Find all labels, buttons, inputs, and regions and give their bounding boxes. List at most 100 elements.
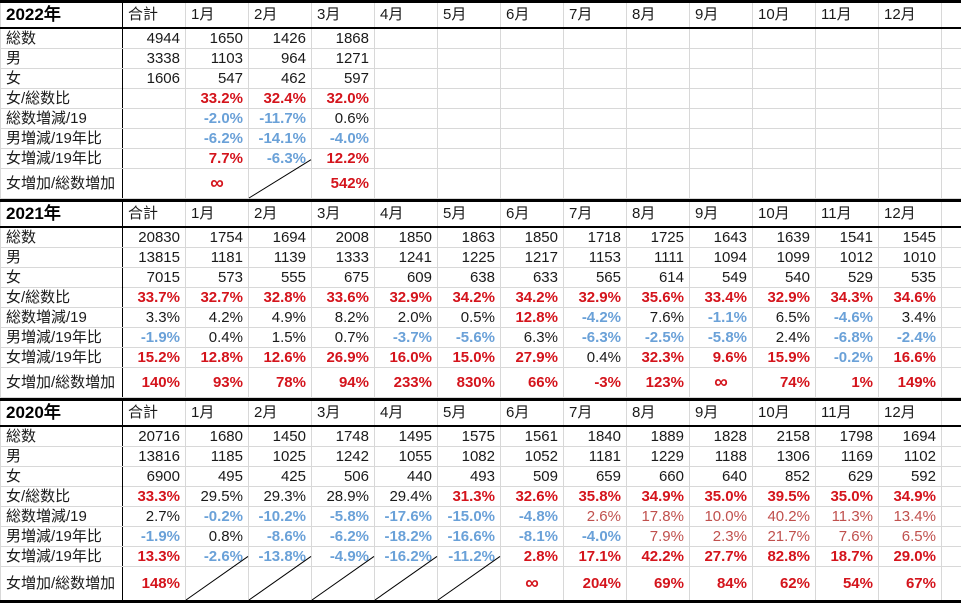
data-cell[interactable]: 27.9% (500, 347, 564, 368)
data-cell[interactable]: 1680 (185, 425, 249, 447)
data-cell[interactable] (815, 148, 879, 169)
data-cell[interactable]: -4.2% (563, 307, 627, 328)
data-cell[interactable]: -15.0% (437, 506, 501, 527)
data-cell[interactable]: 1052 (500, 446, 564, 467)
data-cell[interactable] (374, 48, 438, 69)
data-cell[interactable] (437, 48, 501, 69)
data-cell[interactable]: 1606 (122, 68, 186, 89)
data-cell[interactable]: 13.4% (878, 506, 942, 527)
data-cell[interactable]: 20830 (122, 226, 186, 248)
data-cell[interactable]: 1718 (563, 226, 627, 248)
data-cell[interactable]: -10.2% (248, 506, 312, 527)
data-cell[interactable]: 35.8% (563, 486, 627, 507)
data-cell[interactable]: ∞ (689, 367, 753, 398)
data-cell[interactable]: -8.6% (248, 526, 312, 547)
data-cell[interactable]: 555 (248, 267, 312, 288)
data-cell[interactable]: 6900 (122, 466, 186, 487)
data-cell[interactable]: -1.9% (122, 526, 186, 547)
column-header[interactable]: 2月 (248, 200, 312, 228)
data-cell[interactable]: ∞ (185, 168, 249, 199)
data-cell[interactable] (563, 27, 627, 49)
data-cell[interactable] (752, 148, 816, 169)
data-cell[interactable]: 495 (185, 466, 249, 487)
data-cell[interactable]: -0.2% (185, 506, 249, 527)
data-cell[interactable]: 640 (689, 466, 753, 487)
column-header[interactable]: 4月 (374, 200, 438, 228)
data-cell[interactable]: 0.6% (311, 108, 375, 129)
data-cell[interactable] (374, 128, 438, 149)
data-cell[interactable]: 1748 (311, 425, 375, 447)
data-cell[interactable] (248, 169, 312, 199)
data-cell[interactable]: 13815 (122, 247, 186, 268)
data-cell[interactable]: 11.3% (815, 506, 879, 527)
data-cell[interactable] (437, 27, 501, 49)
data-cell[interactable]: -6.8% (815, 327, 879, 348)
data-cell[interactable]: 2.0% (374, 307, 438, 328)
data-cell[interactable]: 565 (563, 267, 627, 288)
data-cell[interactable]: 1229 (626, 446, 690, 467)
data-cell[interactable] (626, 108, 690, 129)
data-cell[interactable]: 1694 (248, 226, 312, 248)
column-header[interactable]: 12月 (878, 399, 942, 427)
data-cell[interactable]: 34.9% (626, 486, 690, 507)
column-header[interactable]: 9月 (689, 200, 753, 228)
data-cell[interactable]: 82.8% (752, 546, 816, 567)
data-cell[interactable]: 425 (248, 466, 312, 487)
data-cell[interactable]: 609 (374, 267, 438, 288)
data-cell[interactable]: 32.0% (311, 88, 375, 109)
data-cell[interactable]: 29.3% (248, 486, 312, 507)
data-cell[interactable]: 1426 (248, 27, 312, 49)
data-cell[interactable]: 1099 (752, 247, 816, 268)
data-cell[interactable]: 1055 (374, 446, 438, 467)
column-header[interactable]: 11月 (815, 399, 879, 427)
data-cell[interactable]: 633 (500, 267, 564, 288)
data-cell[interactable] (752, 108, 816, 129)
column-header[interactable]: 12月 (878, 200, 942, 228)
data-cell[interactable]: 1153 (563, 247, 627, 268)
data-cell[interactable]: 493 (437, 466, 501, 487)
data-cell[interactable] (374, 68, 438, 89)
data-cell[interactable]: 26.9% (311, 347, 375, 368)
data-cell[interactable]: 1840 (563, 425, 627, 447)
data-cell[interactable]: 32.9% (752, 287, 816, 308)
data-cell[interactable]: 1333 (311, 247, 375, 268)
data-cell[interactable]: -2.4% (878, 327, 942, 348)
data-cell[interactable] (815, 48, 879, 69)
data-cell[interactable]: 27.7% (689, 546, 753, 567)
data-cell[interactable]: -5.6% (437, 327, 501, 348)
data-cell[interactable]: 1.5% (248, 327, 312, 348)
data-cell[interactable]: 39.5% (752, 486, 816, 507)
data-cell[interactable]: -4.8% (500, 506, 564, 527)
data-cell[interactable] (500, 68, 564, 89)
data-cell[interactable]: 9.6% (689, 347, 753, 368)
data-cell[interactable]: 1798 (815, 425, 879, 447)
data-cell[interactable] (878, 48, 942, 69)
data-cell[interactable] (374, 168, 438, 199)
data-cell[interactable]: -0.2% (815, 347, 879, 368)
data-cell[interactable]: -11.7% (248, 108, 312, 129)
data-cell[interactable]: 10.0% (689, 506, 753, 527)
data-cell[interactable]: -2.6% (185, 546, 249, 567)
data-cell[interactable] (563, 148, 627, 169)
data-cell[interactable]: 592 (878, 466, 942, 487)
data-cell[interactable]: 506 (311, 466, 375, 487)
data-cell[interactable]: 573 (185, 267, 249, 288)
data-cell[interactable]: 148% (122, 566, 186, 602)
data-cell[interactable] (437, 128, 501, 149)
data-cell[interactable] (437, 168, 501, 199)
column-header[interactable]: 6月 (500, 399, 564, 427)
data-cell[interactable]: 0.4% (185, 327, 249, 348)
data-cell[interactable]: 66% (500, 367, 564, 398)
data-cell[interactable]: 32.7% (185, 287, 249, 308)
data-cell[interactable] (122, 168, 186, 199)
data-cell[interactable]: 17.1% (563, 546, 627, 567)
column-header[interactable]: 合計 (122, 399, 186, 427)
data-cell[interactable] (815, 168, 879, 199)
data-cell[interactable] (122, 108, 186, 129)
data-cell[interactable]: 149% (878, 367, 942, 398)
column-header[interactable]: 2月 (248, 1, 312, 29)
data-cell[interactable]: 1242 (311, 446, 375, 467)
data-cell[interactable]: 2.3% (689, 526, 753, 547)
data-cell[interactable] (626, 128, 690, 149)
data-cell[interactable]: 629 (815, 466, 879, 487)
